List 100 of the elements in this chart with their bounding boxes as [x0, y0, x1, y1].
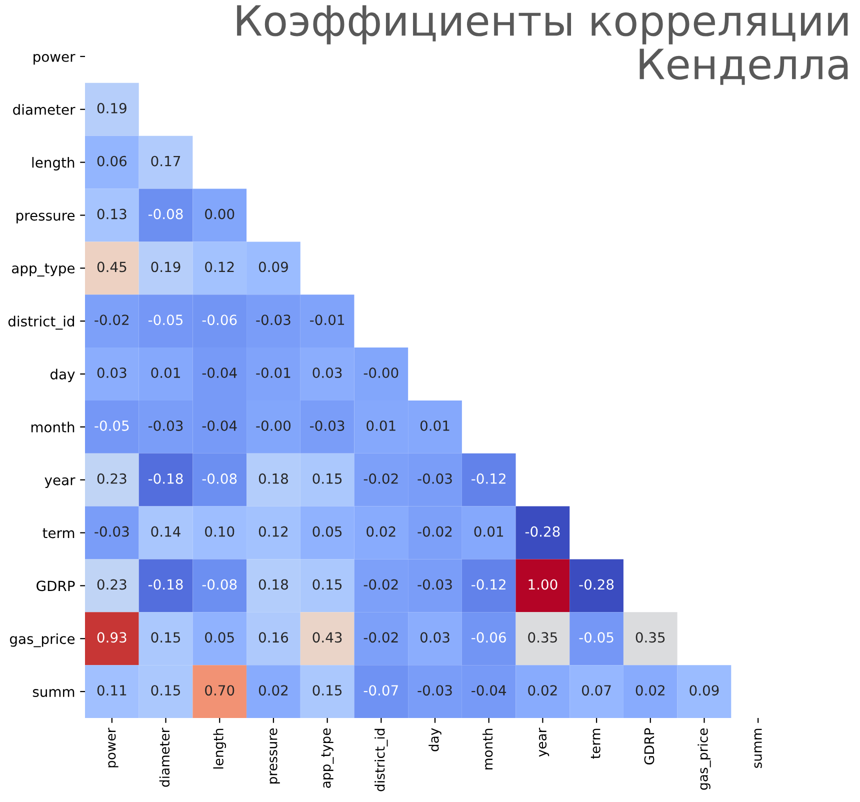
y-tick-label: district_id [8, 316, 74, 330]
data-label: 0.19 [97, 102, 126, 114]
data-label: 0.07 [582, 685, 611, 696]
data-label: 0.05 [205, 632, 234, 643]
data-label: -0.08 [202, 579, 237, 590]
data-label: 0.02 [528, 685, 557, 696]
data-label: -0.06 [202, 314, 237, 326]
y-tick-label: pressure [16, 212, 75, 224]
data-label: -0.02 [418, 526, 452, 537]
data-label: 0.09 [690, 685, 719, 696]
data-label: 0.06 [97, 156, 127, 166]
data-label: 0.43 [312, 632, 342, 643]
x-tick-label: pressure [270, 728, 280, 784]
data-label: 0.18 [258, 579, 288, 590]
x-tick-label: district_id [374, 728, 388, 792]
data-label: -0.02 [94, 314, 128, 326]
data-label: 0.03 [420, 632, 450, 643]
data-label: -0.04 [472, 685, 506, 696]
data-label: 1.00 [528, 579, 558, 590]
x-tick-label: diameter [159, 728, 170, 787]
data-label: 0.15 [312, 685, 342, 696]
data-label: -0.12 [472, 473, 506, 484]
data-label: -0.05 [579, 632, 614, 643]
data-label: 0.10 [205, 526, 234, 537]
y-tick-label: length [32, 157, 74, 170]
data-label: 0.01 [366, 420, 396, 431]
data-label: -0.03 [94, 526, 129, 537]
data-label: -0.03 [310, 420, 344, 431]
data-label: 0.16 [258, 632, 288, 643]
y-tick-label: diameter [13, 104, 76, 115]
data-label: 0.02 [636, 685, 664, 696]
x-tick-label: GDRP [644, 728, 654, 764]
x-tick-label: length [213, 728, 226, 769]
data-label: 0.15 [151, 632, 180, 643]
data-label: -0.04 [202, 368, 237, 378]
y-tick-label: GDRP [36, 580, 75, 592]
data-label: 0.35 [528, 632, 557, 643]
x-tick-label: summ [754, 728, 762, 768]
data-label: -0.05 [94, 420, 129, 431]
data-label: -0.28 [525, 526, 560, 537]
data-label: -0.03 [148, 420, 183, 431]
data-label: -0.01 [310, 314, 344, 326]
y-tick-label: summ [32, 689, 74, 698]
data-label: -0.18 [148, 473, 183, 484]
data-label: 0.01 [474, 526, 504, 537]
data-label: 0.01 [420, 420, 450, 431]
data-label: -0.02 [364, 473, 398, 484]
data-label: 0.12 [205, 262, 234, 272]
x-tick-label: app_type [321, 728, 334, 788]
data-label: 0.01 [151, 368, 180, 378]
data-label: 0.23 [97, 473, 126, 484]
y-tick-label: app_type [12, 263, 75, 277]
data-label: 0.03 [312, 368, 342, 378]
x-tick-label: month [482, 728, 493, 770]
data-label: -0.02 [364, 632, 398, 643]
data-label: -0.03 [418, 685, 452, 696]
chart-title: Коэффициенты корреляции Кенделла [237, 5, 848, 85]
data-label: 0.45 [97, 262, 126, 272]
data-label: 0.35 [636, 632, 665, 643]
data-label: -0.08 [202, 473, 237, 484]
data-label: -0.08 [148, 208, 183, 220]
data-label: -0.03 [418, 579, 452, 590]
data-label: -0.00 [256, 420, 291, 431]
data-label: 0.02 [366, 526, 396, 537]
data-label: 0.09 [258, 262, 288, 272]
data-label: 0.05 [312, 526, 342, 537]
y-tick-label: power [34, 54, 76, 65]
data-label: -0.02 [364, 579, 398, 590]
data-label: -0.06 [472, 632, 506, 643]
x-tick-label: day [428, 728, 442, 752]
data-label: 0.23 [97, 579, 126, 590]
x-tick-label: power [108, 728, 118, 768]
data-label: 0.02 [258, 685, 288, 696]
data-label: 0.18 [258, 473, 288, 484]
data-label: -0.12 [472, 579, 506, 590]
data-label: -0.18 [148, 579, 183, 590]
x-tick-label: gas_price [698, 728, 711, 790]
data-label: 0.15 [312, 579, 342, 590]
data-label: 0.15 [312, 473, 342, 484]
data-label: 0.13 [97, 208, 126, 220]
x-tick-label: year [538, 728, 550, 757]
data-label: 0.70 [205, 685, 234, 696]
y-tick-label: year [44, 477, 76, 488]
data-label: 0.00 [205, 208, 234, 220]
data-label: -0.03 [418, 473, 452, 484]
data-label: -0.03 [256, 314, 290, 326]
data-label: -0.05 [148, 314, 183, 326]
data-label: 0.12 [258, 526, 288, 537]
data-label: -0.04 [202, 420, 237, 431]
data-label: -0.28 [579, 579, 614, 590]
data-label: -0.07 [364, 685, 398, 696]
data-label: -0.01 [256, 368, 290, 378]
y-tick-label: month [31, 422, 74, 432]
data-label: 0.93 [97, 632, 126, 643]
x-tick-label: term [590, 728, 600, 759]
y-tick-label: term [42, 528, 74, 538]
y-tick-label: day [50, 368, 75, 382]
y-tick-label: gas_price [10, 633, 75, 648]
data-label: 0.19 [151, 262, 180, 272]
data-label: -0.00 [364, 368, 398, 378]
